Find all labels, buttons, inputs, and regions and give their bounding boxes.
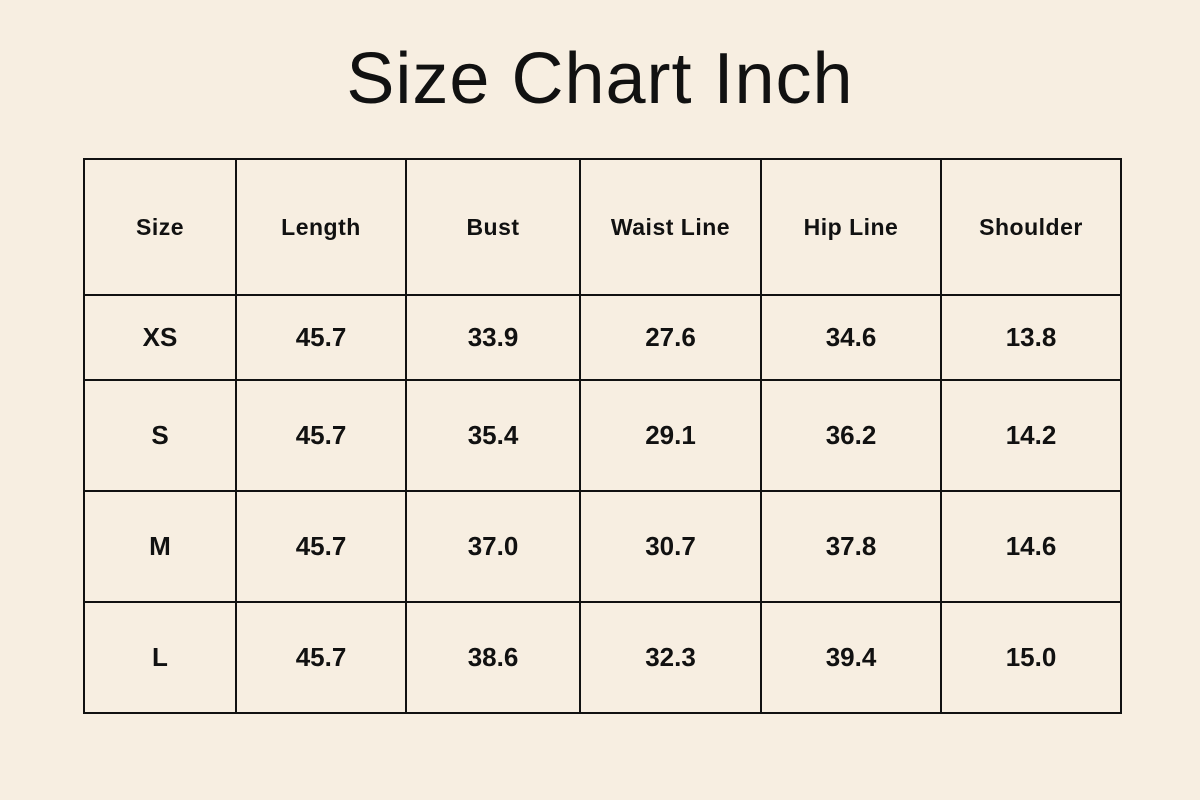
header-hip-line: Hip Line bbox=[760, 158, 942, 296]
cell-waist-line: 29.1 bbox=[579, 379, 762, 492]
cell-shoulder: 13.8 bbox=[940, 294, 1122, 381]
cell-shoulder: 15.0 bbox=[940, 601, 1122, 714]
cell-hip-line: 36.2 bbox=[760, 379, 942, 492]
cell-hip-line: 39.4 bbox=[760, 601, 942, 714]
cell-size: XS bbox=[83, 294, 237, 381]
size-chart-table: Size Length Bust Waist Line Hip Line Sho… bbox=[83, 158, 1122, 714]
header-length: Length bbox=[235, 158, 407, 296]
header-row: Size Length Bust Waist Line Hip Line Sho… bbox=[83, 158, 1122, 296]
cell-shoulder: 14.6 bbox=[940, 490, 1122, 603]
cell-waist-line: 32.3 bbox=[579, 601, 762, 714]
cell-length: 45.7 bbox=[235, 294, 407, 381]
cell-hip-line: 37.8 bbox=[760, 490, 942, 603]
header-shoulder: Shoulder bbox=[940, 158, 1122, 296]
header-waist-line: Waist Line bbox=[579, 158, 762, 296]
table-row: XS 45.7 33.9 27.6 34.6 13.8 bbox=[83, 294, 1122, 381]
cell-length: 45.7 bbox=[235, 379, 407, 492]
cell-length: 45.7 bbox=[235, 490, 407, 603]
cell-length: 45.7 bbox=[235, 601, 407, 714]
cell-size: L bbox=[83, 601, 237, 714]
cell-shoulder: 14.2 bbox=[940, 379, 1122, 492]
table-row: L 45.7 38.6 32.3 39.4 15.0 bbox=[83, 601, 1122, 714]
header-bust: Bust bbox=[405, 158, 581, 296]
cell-bust: 38.6 bbox=[405, 601, 581, 714]
cell-bust: 33.9 bbox=[405, 294, 581, 381]
cell-hip-line: 34.6 bbox=[760, 294, 942, 381]
cell-waist-line: 27.6 bbox=[579, 294, 762, 381]
cell-waist-line: 30.7 bbox=[579, 490, 762, 603]
table-row: M 45.7 37.0 30.7 37.8 14.6 bbox=[83, 490, 1122, 603]
page-title: Size Chart Inch bbox=[346, 39, 854, 119]
cell-bust: 37.0 bbox=[405, 490, 581, 603]
cell-bust: 35.4 bbox=[405, 379, 581, 492]
header-size: Size bbox=[83, 158, 237, 296]
cell-size: S bbox=[83, 379, 237, 492]
table-row: S 45.7 35.4 29.1 36.2 14.2 bbox=[83, 379, 1122, 492]
cell-size: M bbox=[83, 490, 237, 603]
